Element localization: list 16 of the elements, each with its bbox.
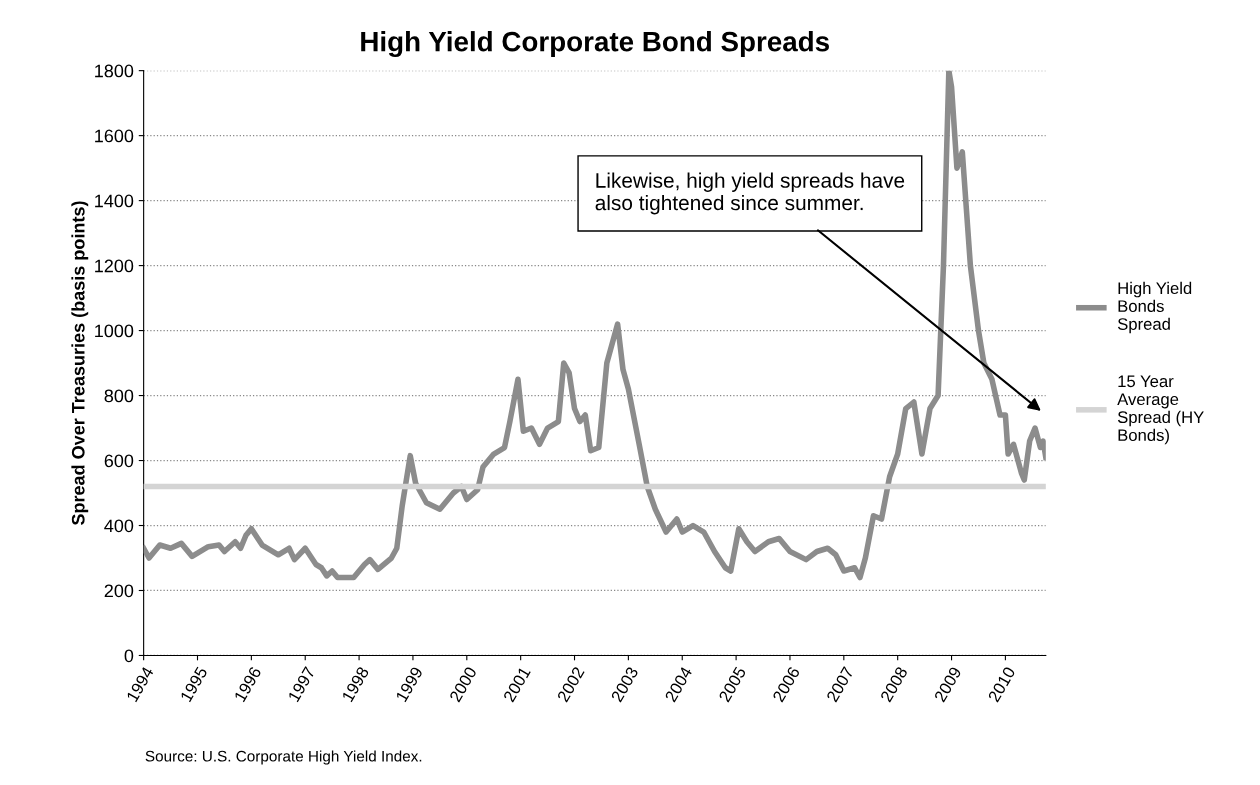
y-tick-label: 600: [104, 454, 134, 468]
legend-label: 15 Year Average Spread (HY Bonds): [1117, 375, 1204, 445]
y-tick-label: 1000: [95, 324, 134, 338]
y-tick-label: 200: [104, 584, 134, 598]
y-tick-label: 400: [104, 519, 134, 533]
y-axis-title: Spread Over Treasuries (basis points): [71, 201, 89, 526]
annotation: Likewise, high yield spreads have also tightened since summer.: [595, 172, 905, 215]
y-tick-label: 0: [124, 649, 134, 663]
y-tick-label: 1800: [95, 64, 134, 78]
source-note: Source: U.S. Corporate High Yield Index.: [145, 750, 422, 765]
legend-label: High Yield Bonds Spread: [1117, 281, 1192, 334]
y-tick-label: 1200: [95, 259, 134, 273]
y-tick-label: 1600: [95, 129, 134, 143]
y-tick-label: 800: [104, 389, 134, 403]
chart-title: High Yield Corporate Bond Spreads: [361, 31, 829, 58]
y-tick-label: 1400: [95, 194, 134, 208]
